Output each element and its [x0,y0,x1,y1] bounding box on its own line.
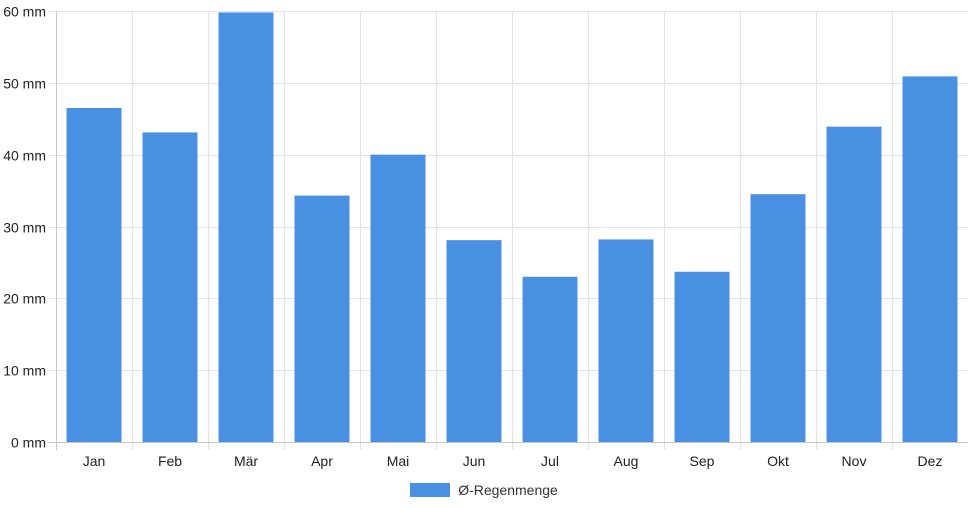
y-tick-label: 0 mm [11,435,46,451]
x-tick-label: Mai [387,453,410,469]
y-tick-label: 60 mm [3,4,46,20]
bar-aug [598,239,654,442]
bar-mär [218,12,274,442]
chart-legend[interactable]: Ø-Regenmenge [0,480,968,500]
x-tick-label: Apr [311,453,333,469]
x-tick-label: Jul [541,453,559,469]
bar-jan [66,107,122,442]
y-tick-label: 50 mm [3,76,46,92]
x-tick-label: Mär [234,453,258,469]
axis-layer [48,11,968,450]
x-tick-label: Okt [767,453,789,469]
bar-feb [142,132,198,443]
bar-jun [446,240,502,442]
x-tick-label: Feb [158,453,182,469]
x-tick-label: Jun [463,453,486,469]
labels-layer: 0 mm 10 mm 20 mm 30 mm 40 mm 50 mm 60 mm Jan Feb… [3,4,942,470]
bars-layer [66,12,958,443]
grid-layer [48,11,968,450]
x-tick-label: Sep [690,453,715,469]
legend-label: Ø-Regenmenge [458,482,558,498]
y-tick-label: 40 mm [3,148,46,164]
x-tick-label: Dez [918,453,943,469]
x-tick-label: Nov [842,453,867,469]
bar-nov [826,126,882,442]
bar-okt [750,194,806,442]
x-tick-label: Jan [83,453,106,469]
bar-dez [902,76,958,442]
y-tick-label: 10 mm [3,363,46,379]
bar-apr [294,195,350,442]
y-tick-label: 20 mm [3,291,46,307]
bar-jul [522,276,578,442]
bar-sep [674,271,730,442]
y-tick-label: 30 mm [3,220,46,236]
x-tick-label: Aug [614,453,639,469]
legend-swatch [410,483,451,497]
bar-mai [370,154,426,442]
